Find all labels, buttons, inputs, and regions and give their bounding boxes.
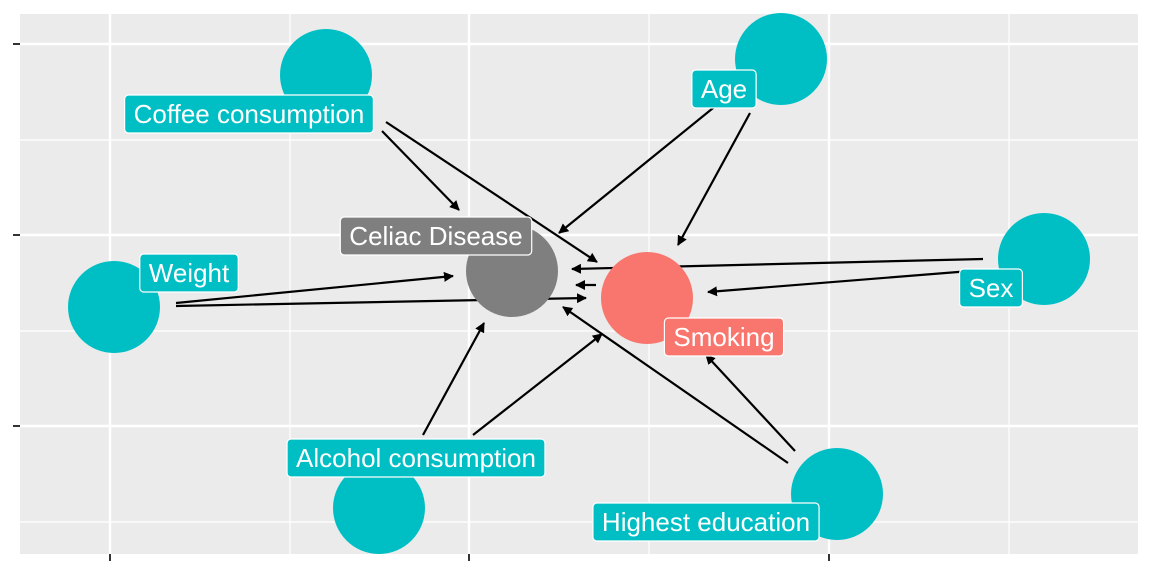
- edge-education-smoking: [705, 354, 796, 452]
- edge-alcohol-smoking: [472, 333, 603, 436]
- label-text: Alcohol consumption: [296, 443, 536, 473]
- label-smoking: Smoking: [663, 317, 785, 357]
- axis-ticks: [13, 43, 830, 561]
- edge-sex-smoking: [707, 268, 984, 297]
- label-box: [691, 69, 757, 109]
- edge-age-celiac: [558, 103, 719, 234]
- label-education: Highest education: [592, 502, 820, 542]
- edge-education-celiac: [562, 306, 789, 464]
- edge-weight-celiac: [175, 271, 454, 305]
- labels-layer: Celiac Disease Smoking Coffee consumption A…: [124, 69, 1024, 542]
- label-text: Age: [701, 74, 747, 104]
- label-text: Highest education: [602, 507, 810, 537]
- label-text: Smoking: [673, 322, 774, 352]
- node-weight: [68, 261, 160, 353]
- node-alcohol: [333, 462, 425, 554]
- label-text: Coffee consumption: [134, 99, 365, 129]
- label-celiac: Celiac Disease: [339, 216, 533, 256]
- label-box: [958, 268, 1024, 308]
- edge-coffee-celiac: [381, 130, 460, 211]
- label-box: [139, 253, 239, 293]
- edge-alcohol-celiac: [422, 322, 485, 436]
- label-text: Sex: [969, 273, 1014, 303]
- label-box: [592, 502, 820, 542]
- label-age: Age: [691, 69, 757, 109]
- grid-lines: [20, 14, 1138, 554]
- label-box: [663, 317, 785, 357]
- label-weight: Weight: [139, 253, 239, 293]
- label-coffee: Coffee consumption: [124, 94, 374, 134]
- label-text: Weight: [149, 258, 230, 288]
- edge-coffee-smoking: [385, 121, 598, 263]
- label-box: [339, 216, 533, 256]
- node-age: [735, 13, 827, 105]
- label-text: Celiac Disease: [349, 221, 522, 251]
- label-box: [124, 94, 374, 134]
- label-sex: Sex: [958, 268, 1024, 308]
- label-alcohol: Alcohol consumption: [286, 438, 546, 478]
- edge-age-smoking: [677, 112, 751, 246]
- label-box: [286, 438, 546, 478]
